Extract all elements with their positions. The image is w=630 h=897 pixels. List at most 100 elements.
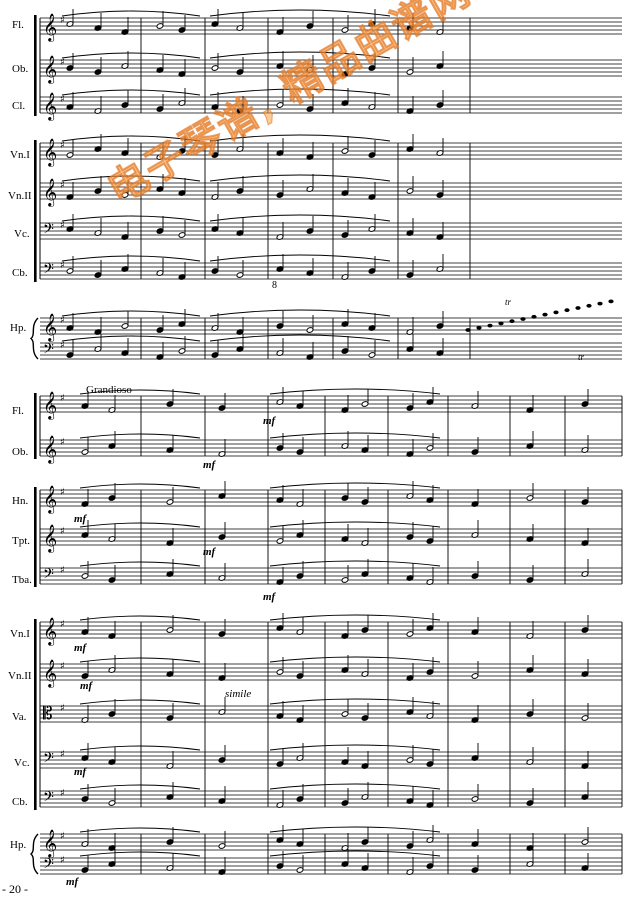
notehead [476,325,482,330]
staff-violin2 [40,182,622,200]
dynamic-tuba: mf [263,591,276,603]
slur [269,744,441,751]
slur [269,482,441,489]
label-tuba-2: Tba. [12,574,32,586]
key-sharp-icon: ♯ [60,220,65,231]
treble-clef-icon: 𝄞 [43,92,57,121]
key-sharp-icon: ♯ [60,57,65,68]
slur [61,335,201,342]
page-number: - 20 - [2,882,28,896]
label-bass-1: Cb. [12,267,28,279]
label-horn-2: Hn. [12,495,29,507]
octave-marking: 8 [272,280,277,291]
dynamic-cello: mf [74,766,87,778]
dynamic-trumpet: mf [203,546,216,558]
staff-bass [40,262,622,280]
label-cello-1: Vc. [14,228,30,240]
staff-harp-lower [40,342,622,360]
treble-clef-icon: 𝄞 [43,391,57,420]
slur [79,745,201,751]
key-sharp-icon: ♯ [60,788,65,799]
dynamic-violin1: mf [74,642,87,654]
treble-clef-icon: 𝄞 [43,659,57,688]
treble-clef-icon: 𝄞 [43,485,57,514]
staff2-bass [40,790,622,808]
notehead [498,321,504,326]
staff-cello [40,222,622,240]
bass-clef-icon: 𝄢 [43,750,54,770]
slur [79,615,201,621]
slur [61,215,201,222]
slur [79,483,201,489]
notehead [531,314,537,319]
label-viola-2: Va. [12,711,27,723]
notehead [465,328,471,332]
key-sharp-icon: ♯ [60,260,65,271]
slur [269,432,441,439]
key-sharp-icon: ♯ [60,315,65,326]
key-sharp-icon: ♯ [60,15,65,26]
bass-clef-icon: 𝄢 [43,261,54,281]
harp-brace [29,317,39,360]
treble-clef-icon: 𝄞 [43,617,57,646]
slur [61,10,201,17]
staff-harp-upper [40,317,622,335]
notehead [520,317,526,321]
slur [269,783,441,790]
slur [209,51,391,59]
key-sharp-icon: ♯ [60,180,65,191]
staff2-tuba [40,567,622,585]
label-flute-2: Fl. [12,405,24,417]
dynamic-violin2: mf [80,680,93,692]
label-trumpet-2: Tpt. [12,535,31,547]
treble-clef-icon: 𝄞 [43,13,57,42]
slur [79,389,201,395]
slur [209,254,391,262]
slur [79,561,201,567]
bass-clef-icon: 𝄢 [43,789,54,809]
staff2-violin2 [40,663,622,681]
slur [269,850,441,857]
label-oboe-1: Ob. [12,63,29,75]
label-violin2-2: Vn.II [8,670,32,682]
dynamic-oboe: mf [203,459,216,471]
label-violin1-1: Vn.I [10,149,30,161]
notehead [553,310,559,315]
slur [61,175,201,182]
slur [61,89,201,96]
tremolo-marking-2: tr [578,352,585,362]
staff-flute [40,17,622,35]
staff2-trumpet [40,528,622,546]
key-sharp-icon: ♯ [60,831,65,842]
slur [269,521,441,528]
slur [269,560,441,567]
bass-clef-icon: 𝄢 [43,856,54,876]
staff2-viola [40,705,622,723]
bracket [34,140,37,282]
treble-clef-icon: 𝄞 [43,435,57,464]
key-sharp-icon: ♯ [60,749,65,760]
notehead [597,301,603,306]
tremolo-marking-1: tr [505,297,512,307]
slur [209,309,391,317]
key-sharp-icon: ♯ [60,703,65,714]
key-sharp-icon: ♯ [60,487,65,498]
slur [209,88,391,96]
staff2-violin1 [40,621,622,639]
key-sharp-icon: ♯ [60,619,65,630]
label-bass-2: Cb. [12,796,28,808]
alto-clef-icon: 𝄡 [43,704,53,724]
bracket [34,15,37,116]
key-sharp-icon: ♯ [60,140,65,151]
treble-clef-icon: 𝄞 [43,138,57,167]
treble-clef-icon: 𝄞 [43,829,57,858]
simile-marking: simile [225,688,252,700]
notehead [509,319,515,324]
slur [79,827,201,833]
staff-clarinet [40,96,622,114]
slur [61,135,201,142]
key-sharp-icon: ♯ [60,565,65,576]
label-oboe-2: Ob. [12,446,29,458]
slur [209,334,391,342]
staff2-harp-upper [40,833,622,851]
